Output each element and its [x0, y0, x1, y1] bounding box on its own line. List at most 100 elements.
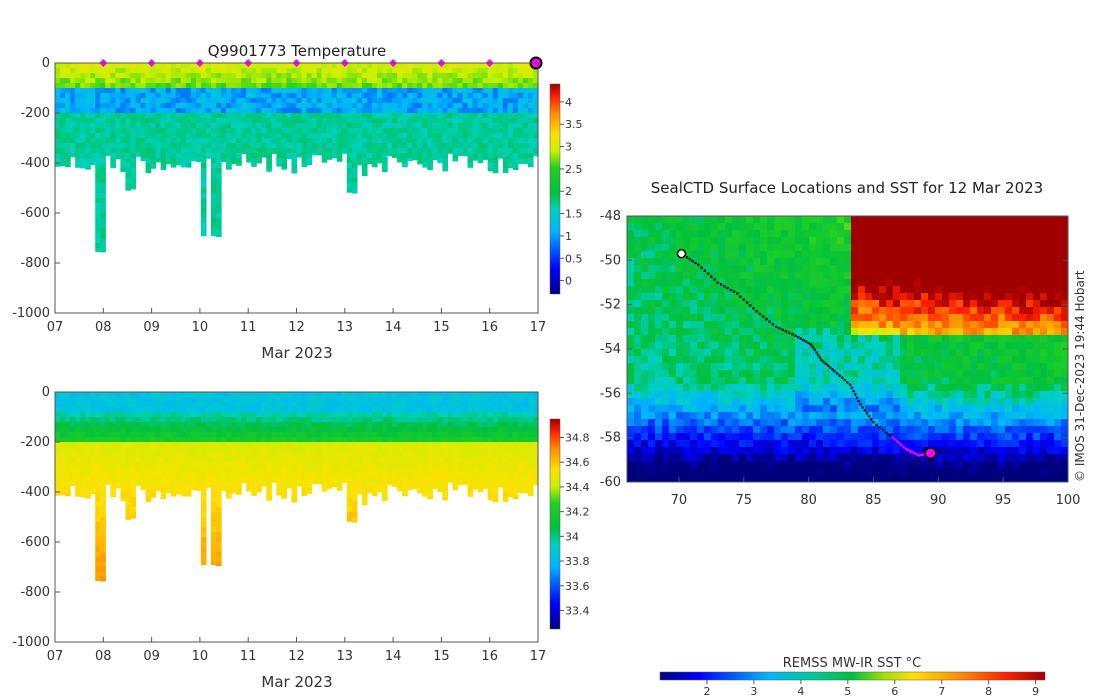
- profile-cell: [477, 417, 484, 423]
- profile-cell: [447, 392, 454, 398]
- profile-cell: [437, 397, 444, 403]
- profile-cell: [427, 472, 433, 478]
- profile-cell: [216, 397, 222, 403]
- sst-cell: [788, 237, 796, 245]
- profile-cell: [100, 213, 106, 219]
- profile-cell: [70, 108, 76, 114]
- profile-cell: [412, 437, 418, 443]
- profile-cell: [150, 73, 157, 79]
- sst-cell: [767, 251, 775, 259]
- profile-cell: [160, 417, 167, 423]
- profile-cell: [266, 138, 272, 144]
- profile-cell: [185, 392, 192, 398]
- profile-cell: [165, 427, 172, 433]
- profile-cell: [175, 447, 182, 453]
- profile-cell: [165, 422, 172, 428]
- sst-cell: [634, 286, 642, 294]
- profile-cell: [442, 123, 449, 129]
- profile-cell: [507, 138, 514, 144]
- x-tick-label: 13: [337, 649, 354, 664]
- sst-cell: [725, 265, 733, 273]
- profile-cell: [351, 452, 358, 458]
- sst-cell: [872, 244, 880, 252]
- sst-cell: [795, 244, 803, 252]
- profile-cell: [432, 467, 438, 473]
- profile-cell: [65, 133, 71, 139]
- profile-cell: [341, 417, 348, 423]
- profile-cell: [60, 477, 66, 483]
- profile-cell: [231, 158, 237, 164]
- profile-cell: [125, 442, 132, 448]
- profile-cell: [351, 168, 358, 174]
- profile-cell: [190, 472, 197, 478]
- profile-cell: [402, 153, 408, 159]
- profile-cell: [382, 432, 388, 438]
- profile-cell: [60, 432, 66, 438]
- sst-cell: [767, 216, 775, 224]
- profile-cell: [457, 143, 464, 149]
- sst-cell: [830, 251, 838, 259]
- profile-cell: [90, 133, 96, 139]
- profile-cell: [205, 143, 212, 149]
- profile-cell: [90, 487, 96, 493]
- profile-cell: [286, 422, 293, 428]
- profile-cell: [266, 467, 272, 473]
- profile-cell: [442, 88, 449, 94]
- profile-cell: [382, 437, 388, 443]
- profile-cell: [336, 442, 343, 448]
- profile-cell: [306, 437, 313, 443]
- profile-cell: [321, 462, 328, 468]
- profile-cell: [522, 477, 529, 483]
- profile-cell: [442, 63, 449, 69]
- profile-cell: [291, 148, 298, 154]
- sst-cell: [746, 223, 754, 231]
- sst-cell: [977, 272, 985, 280]
- profile-cell: [412, 68, 418, 74]
- profile-cell: [155, 477, 162, 483]
- profile-cell: [95, 517, 101, 523]
- profile-cell: [522, 68, 529, 74]
- profile-cell: [246, 437, 252, 443]
- profile-cell: [110, 462, 116, 468]
- profile-cell: [492, 73, 499, 79]
- profile-cell: [205, 83, 212, 89]
- profile-cell: [427, 482, 433, 488]
- profile-cell: [522, 452, 529, 458]
- profile-cell: [205, 148, 212, 154]
- profile-cell: [341, 153, 348, 154]
- profile-cell: [477, 437, 484, 443]
- profile-cell: [477, 402, 484, 408]
- sst-cell: [935, 286, 943, 294]
- profile-cell: [507, 83, 514, 89]
- profile-cell: [402, 462, 408, 468]
- sst-cell: [914, 251, 922, 259]
- profile-cell: [477, 133, 484, 139]
- profile-cell: [190, 477, 197, 483]
- profile-cell: [160, 153, 167, 159]
- sst-cell: [683, 272, 691, 280]
- sst-cell: [858, 272, 866, 280]
- profile-cell: [447, 113, 454, 119]
- sst-cell: [879, 258, 887, 266]
- sst-cell: [711, 244, 719, 252]
- profile-cell: [377, 93, 383, 99]
- profile-cell: [351, 487, 358, 493]
- sst-cell: [970, 216, 978, 224]
- profile-cell: [502, 148, 509, 154]
- profile-cell: [110, 472, 116, 478]
- profile-cell: [200, 138, 207, 144]
- profile-cell: [527, 103, 534, 109]
- profile-cell: [125, 153, 132, 159]
- profile-cell: [437, 108, 444, 114]
- profile-cell: [90, 397, 96, 403]
- profile-cell: [85, 432, 91, 438]
- profile-cell: [150, 63, 157, 69]
- profile-cell: [180, 123, 187, 129]
- profile-cell: [120, 432, 127, 438]
- profile-cell: [502, 482, 509, 488]
- profile-cell: [221, 397, 227, 403]
- sst-cell: [662, 279, 670, 287]
- profile-cell: [392, 128, 398, 134]
- sst-cell: [774, 244, 782, 252]
- sst-cell: [704, 237, 712, 245]
